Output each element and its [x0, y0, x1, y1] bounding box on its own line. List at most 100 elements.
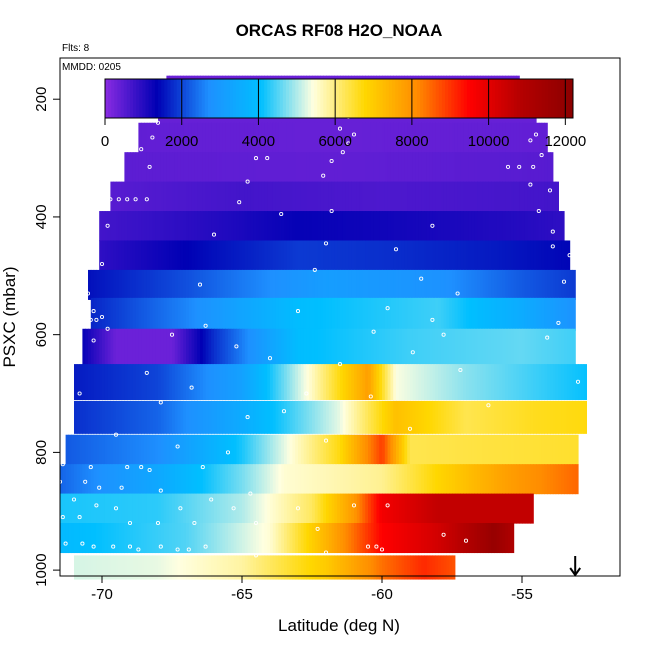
heat-cell: [569, 328, 573, 365]
heat-cell: [334, 122, 338, 153]
heat-cell: [460, 328, 464, 365]
heat-cell: [247, 181, 251, 212]
colorbar-segment: [161, 79, 165, 118]
heat-cell: [253, 297, 257, 331]
heat-cell: [99, 211, 103, 242]
heat-cell: [303, 493, 307, 524]
colorbar-segment: [136, 79, 140, 118]
heat-cell: [261, 181, 265, 212]
heat-cell: [415, 464, 419, 495]
heat-cell: [200, 400, 204, 434]
colorbar-segment: [282, 79, 287, 118]
heat-cell: [146, 400, 151, 434]
heat-cell: [404, 240, 408, 271]
heat-cell: [166, 434, 170, 465]
heat-cell: [499, 523, 503, 554]
heat-cell: [373, 493, 377, 524]
heat-cell: [494, 269, 498, 300]
heat-cell: [418, 122, 422, 153]
heat-cell: [326, 400, 330, 434]
heat-cell: [183, 181, 187, 212]
heat-cell: [550, 328, 554, 365]
heat-cell: [205, 297, 209, 331]
colorbar-segment: [404, 79, 409, 118]
heat-cell: [314, 328, 319, 365]
heat-cell: [250, 122, 254, 153]
heat-cell: [230, 493, 235, 524]
heat-cell: [362, 240, 366, 271]
heat-cell: [113, 464, 117, 495]
heat-cell: [373, 240, 377, 271]
heat-cell: [485, 269, 489, 300]
heat-cell: [583, 400, 587, 434]
heat-cell: [211, 523, 215, 554]
heat-cell: [188, 328, 193, 365]
heat-cell: [155, 122, 159, 153]
heat-cell: [116, 328, 120, 365]
heat-cell: [426, 122, 431, 153]
heat-cell: [177, 211, 181, 242]
colorbar-segment: [360, 79, 365, 118]
y-tick-label: 400: [33, 204, 50, 229]
heat-cell: [144, 328, 148, 365]
heat-cell: [236, 434, 240, 465]
heat-cell: [513, 240, 517, 271]
heat-cell: [373, 464, 377, 495]
heat-cell: [256, 211, 260, 242]
heat-cell: [320, 152, 324, 183]
heat-cell: [502, 122, 506, 153]
heat-cell: [152, 297, 156, 331]
heat-cell: [566, 400, 571, 434]
heat-cell: [412, 297, 417, 331]
heat-cell: [155, 181, 159, 212]
heat-cell: [183, 555, 187, 580]
heat-cell: [485, 434, 489, 465]
heat-cell: [121, 523, 125, 554]
heat-cell: [368, 434, 372, 465]
heat-cell: [552, 240, 557, 271]
heat-cell: [404, 328, 408, 365]
heat-cell: [410, 400, 414, 434]
heat-cell: [303, 400, 307, 434]
heat-cell: [477, 523, 481, 554]
heat-cell: [471, 434, 475, 465]
heat-cell: [144, 297, 148, 331]
sample-point: [200, 465, 205, 470]
heat-cell: [541, 181, 545, 212]
heat-cell: [166, 464, 170, 495]
heat-cell: [180, 464, 184, 495]
heat-cell: [418, 523, 422, 554]
heat-cell: [155, 400, 159, 434]
heat-cell: [135, 240, 139, 271]
heat-cell: [522, 400, 526, 434]
heat-cell: [146, 269, 151, 300]
heat-cell: [132, 464, 137, 495]
heat-cell: [158, 434, 162, 465]
heat-cell: [244, 400, 249, 434]
heat-cell: [135, 493, 139, 524]
heat-cell: [457, 493, 461, 524]
sample-point: [365, 544, 371, 549]
heat-cell: [188, 122, 193, 153]
heat-cell: [169, 181, 173, 212]
heat-cell: [163, 493, 167, 524]
sample-point: [150, 135, 155, 140]
heat-cell: [216, 523, 221, 554]
heat-cell: [452, 269, 456, 300]
heat-cell: [233, 297, 237, 331]
heat-cell: [384, 493, 389, 524]
heat-cell: [480, 181, 484, 212]
heat-cell: [174, 181, 179, 212]
heat-cell: [480, 297, 484, 331]
heat-cell: [449, 152, 453, 183]
heat-cell: [538, 464, 543, 495]
heat-cell: [328, 269, 333, 300]
heat-cell: [522, 297, 526, 331]
heat-cell: [393, 364, 397, 401]
colorbar-segment: [438, 79, 443, 118]
colorbar-segment: [401, 79, 406, 118]
colorbar-segment: [195, 79, 200, 118]
heat-cell: [278, 269, 282, 300]
heat-cell: [454, 269, 459, 300]
heat-cell: [272, 434, 277, 465]
